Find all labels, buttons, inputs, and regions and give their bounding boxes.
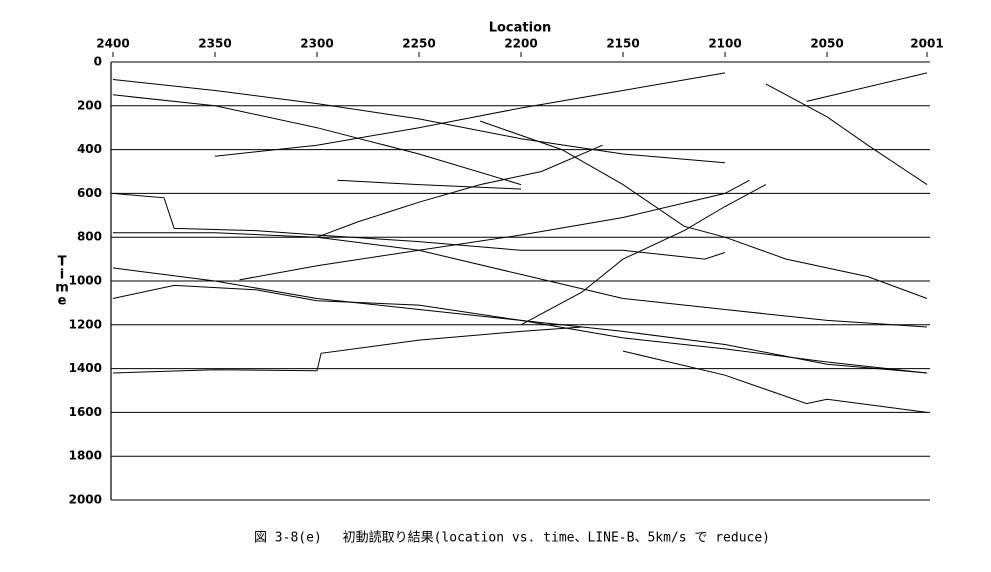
y-tick-label: 600 [77, 186, 102, 200]
y-tick-label: 1800 [69, 449, 102, 463]
x-tick-label: 2400 [96, 37, 129, 51]
y-axis-title-letter: m [55, 281, 69, 296]
x-axis-title: Location [489, 21, 552, 36]
x-tick-label: 2350 [198, 37, 231, 51]
trace-line [112, 284, 928, 374]
trace-line [113, 232, 928, 328]
y-tick-label: 200 [77, 98, 102, 112]
x-tick-label: 2001 [910, 37, 943, 51]
y-tick-label: 1000 [69, 274, 102, 288]
trace-line [806, 72, 928, 102]
y-tick-label: 2000 [69, 493, 102, 507]
trace-line [520, 184, 767, 326]
trace-line [622, 350, 928, 413]
y-axis-title-letter: e [58, 294, 67, 309]
x-tick-label: 2250 [402, 37, 435, 51]
y-tick-label: 0 [94, 55, 102, 69]
trace-line [214, 72, 726, 157]
trace-line [316, 144, 603, 238]
y-axis-title-letter: i [60, 268, 64, 283]
trace-line [337, 179, 522, 190]
y-tick-label: 800 [77, 230, 102, 244]
x-tick-label: 2300 [300, 37, 333, 51]
trace-line [765, 83, 928, 186]
trace-line [112, 326, 583, 374]
x-tick-label: 2200 [504, 37, 537, 51]
x-tick-label: 2050 [810, 37, 843, 51]
y-tick-label: 1600 [69, 405, 102, 419]
y-tick-label: 1400 [69, 361, 102, 375]
caption: 図 3-8(e) 初動読取り結果(location vs. time、LINE-… [254, 530, 770, 546]
y-axis-title-letter: T [58, 255, 67, 270]
trace-line [239, 179, 750, 281]
trace-line [480, 120, 928, 299]
x-tick-label: 2100 [708, 37, 741, 51]
y-tick-label: 1200 [69, 317, 102, 331]
x-tick-label: 2150 [606, 37, 639, 51]
y-tick-label: 400 [77, 142, 102, 156]
trace-line [112, 94, 522, 186]
trace-line [112, 79, 726, 164]
trace-line [112, 192, 726, 260]
